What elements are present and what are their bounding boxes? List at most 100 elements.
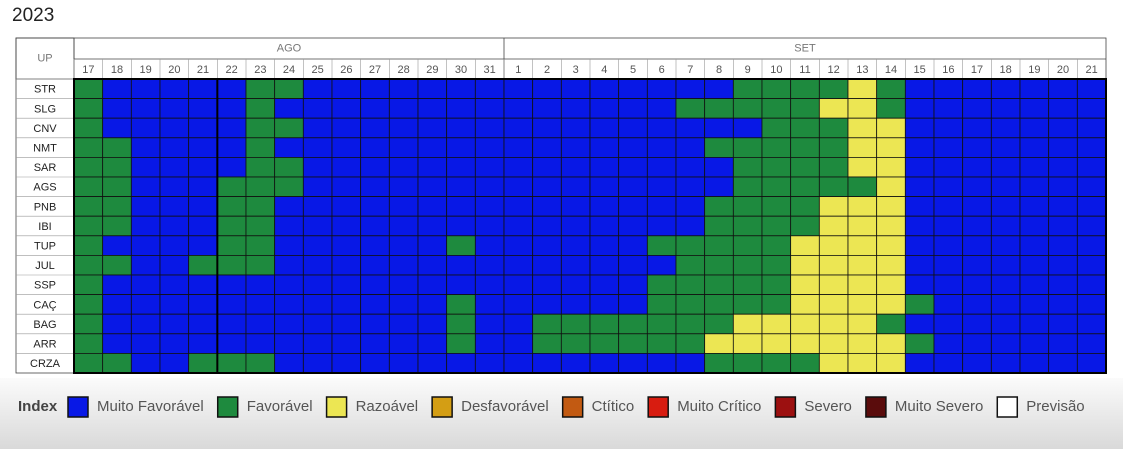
day-label: 4 bbox=[601, 64, 607, 76]
cell bbox=[360, 78, 390, 100]
cell bbox=[990, 235, 1021, 256]
header bbox=[15, 37, 1107, 80]
cell bbox=[904, 215, 935, 237]
cell bbox=[618, 137, 648, 158]
cell bbox=[446, 254, 476, 276]
cell bbox=[1019, 196, 1050, 217]
cell bbox=[532, 78, 562, 100]
cell bbox=[646, 333, 677, 354]
cell bbox=[818, 274, 849, 296]
cell bbox=[159, 235, 190, 256]
cell bbox=[876, 176, 906, 198]
cell bbox=[417, 313, 448, 335]
cell bbox=[876, 352, 906, 374]
cell bbox=[933, 235, 964, 256]
cell bbox=[933, 274, 964, 296]
cell bbox=[474, 235, 505, 256]
cell bbox=[1076, 215, 1107, 237]
cell bbox=[159, 176, 190, 198]
row-label: IBI bbox=[38, 221, 51, 233]
cell bbox=[188, 98, 218, 119]
cell bbox=[446, 78, 476, 100]
cell bbox=[732, 137, 763, 158]
cell bbox=[790, 352, 820, 374]
cell bbox=[646, 78, 677, 100]
cell bbox=[962, 98, 992, 119]
cell bbox=[302, 254, 333, 276]
cell bbox=[130, 235, 161, 256]
cell bbox=[360, 333, 390, 354]
cell bbox=[589, 235, 620, 256]
cell bbox=[646, 274, 677, 296]
cell bbox=[589, 333, 620, 354]
cell bbox=[331, 333, 362, 354]
cell bbox=[1019, 254, 1050, 276]
cell bbox=[560, 215, 591, 237]
cell bbox=[704, 313, 734, 335]
cell bbox=[102, 294, 132, 315]
cell bbox=[331, 352, 362, 374]
cell bbox=[761, 313, 792, 335]
cell bbox=[790, 254, 820, 276]
cell bbox=[388, 176, 419, 198]
cell bbox=[732, 294, 763, 315]
cell bbox=[503, 294, 534, 315]
cell bbox=[675, 333, 706, 354]
day-label: 1 bbox=[515, 64, 521, 76]
cell bbox=[102, 313, 132, 335]
cell bbox=[904, 294, 935, 315]
cell bbox=[159, 294, 190, 315]
cell bbox=[1048, 235, 1078, 256]
row-label: STR bbox=[34, 84, 56, 96]
cell bbox=[675, 274, 706, 296]
day-label: 21 bbox=[1086, 64, 1098, 76]
cell bbox=[102, 117, 132, 139]
cell bbox=[302, 352, 333, 374]
cell bbox=[102, 215, 132, 237]
legend-label: Muito Favorável bbox=[97, 398, 204, 415]
cell bbox=[790, 294, 820, 315]
cell bbox=[990, 156, 1021, 178]
cell bbox=[245, 117, 276, 139]
cell bbox=[732, 98, 763, 119]
month-label: AGO bbox=[277, 42, 302, 54]
cell bbox=[847, 196, 878, 217]
cell bbox=[818, 313, 849, 335]
cell bbox=[704, 333, 734, 354]
cell bbox=[446, 352, 476, 374]
day-label: 28 bbox=[398, 64, 410, 76]
cell bbox=[1076, 254, 1107, 276]
cell bbox=[761, 117, 792, 139]
day-label: 10 bbox=[770, 64, 782, 76]
cell bbox=[847, 78, 878, 100]
cell bbox=[790, 215, 820, 237]
cell bbox=[1019, 313, 1050, 335]
cell bbox=[818, 176, 849, 198]
cell bbox=[102, 274, 132, 296]
cell bbox=[1019, 98, 1050, 119]
cell bbox=[216, 137, 247, 158]
cell bbox=[962, 352, 992, 374]
cell bbox=[1048, 137, 1078, 158]
cell bbox=[102, 254, 132, 276]
cell bbox=[417, 254, 448, 276]
cell bbox=[417, 196, 448, 217]
cell bbox=[560, 294, 591, 315]
cell bbox=[761, 333, 792, 354]
cell bbox=[904, 235, 935, 256]
cell bbox=[962, 274, 992, 296]
row-label: JUL bbox=[35, 260, 55, 272]
cell bbox=[675, 78, 706, 100]
cell bbox=[532, 137, 562, 158]
cell bbox=[675, 254, 706, 276]
day-label: 25 bbox=[312, 64, 324, 76]
cell bbox=[446, 215, 476, 237]
cell bbox=[388, 98, 419, 119]
legend-label: Severo bbox=[804, 398, 852, 415]
cell bbox=[962, 156, 992, 178]
cell bbox=[302, 78, 333, 100]
cell bbox=[876, 156, 906, 178]
cell bbox=[1076, 313, 1107, 335]
cell bbox=[245, 313, 276, 335]
day-label: 12 bbox=[828, 64, 840, 76]
